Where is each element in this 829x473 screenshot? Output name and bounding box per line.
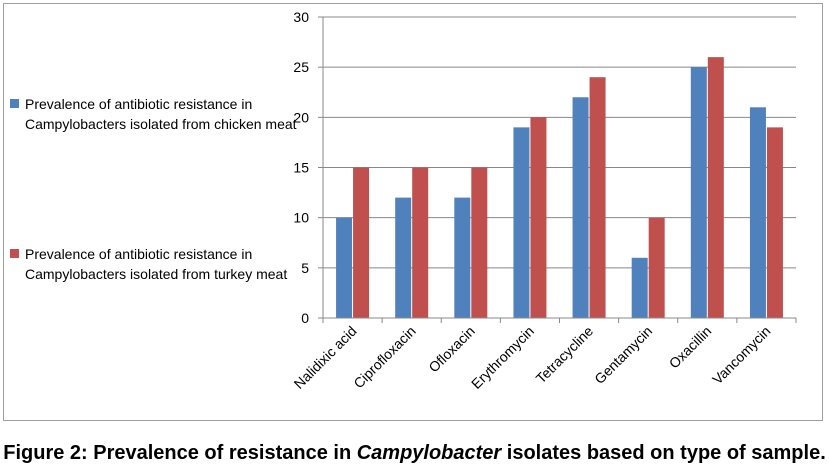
x-tick-label: Gentamycin bbox=[591, 323, 655, 387]
bar-chicken bbox=[454, 197, 471, 318]
bar-chicken bbox=[395, 197, 412, 318]
bar-turkey bbox=[412, 167, 429, 318]
legend-label-chicken: Prevalence of antibiotic resistance in C… bbox=[25, 96, 297, 132]
gridlines bbox=[323, 16, 796, 269]
x-tick-label: Tetracycline bbox=[533, 323, 597, 387]
bar-turkey bbox=[648, 217, 665, 318]
y-tick-label: 15 bbox=[293, 160, 309, 176]
legend-item-turkey: Prevalence of antibiotic resistance in C… bbox=[10, 244, 300, 284]
bar-turkey bbox=[766, 127, 783, 318]
caption-prefix: Figure 2: Prevalence of resistance in bbox=[3, 442, 357, 464]
bar-turkey bbox=[707, 57, 724, 319]
legend-swatch-turkey bbox=[10, 249, 19, 258]
bar-turkey bbox=[471, 167, 488, 318]
y-tick-label: 30 bbox=[293, 9, 309, 25]
bar-chicken bbox=[336, 217, 353, 318]
y-tick-label: 5 bbox=[301, 260, 309, 276]
caption-suffix: isolates based on type of sample. bbox=[501, 442, 826, 464]
legend-swatch-chicken bbox=[10, 99, 19, 108]
legend-label-turkey: Prevalence of antibiotic resistance in C… bbox=[25, 246, 288, 282]
y-tick-label: 0 bbox=[301, 310, 309, 326]
y-tick-label: 20 bbox=[293, 109, 309, 125]
legend-item-chicken: Prevalence of antibiotic resistance in C… bbox=[10, 94, 300, 134]
bar-turkey bbox=[589, 77, 606, 318]
bar-chicken bbox=[690, 67, 707, 319]
x-tick-label: Vancomycin bbox=[709, 323, 774, 388]
caption-italic: Campylobacter bbox=[356, 442, 502, 464]
x-tick-label: Ciprofloxacin bbox=[350, 323, 419, 392]
bar-turkey bbox=[353, 167, 370, 318]
bar-chicken bbox=[513, 127, 530, 318]
bar-chicken bbox=[631, 257, 648, 318]
bar-turkey bbox=[530, 117, 547, 318]
figure-caption: Figure 2: Prevalence of resistance in Ca… bbox=[0, 442, 829, 465]
bar-chicken bbox=[572, 97, 589, 319]
y-tick-label: 10 bbox=[293, 210, 309, 226]
x-tick-label: Oxacillin bbox=[666, 323, 715, 372]
bar-chicken bbox=[749, 107, 766, 318]
x-tick-label: Nalidixic acid bbox=[291, 323, 360, 392]
y-tick-label: 25 bbox=[293, 59, 309, 75]
x-tick-label: Ofloxacin bbox=[425, 323, 478, 376]
x-tick-label: Erythromycin bbox=[468, 323, 537, 392]
bars bbox=[336, 57, 783, 319]
